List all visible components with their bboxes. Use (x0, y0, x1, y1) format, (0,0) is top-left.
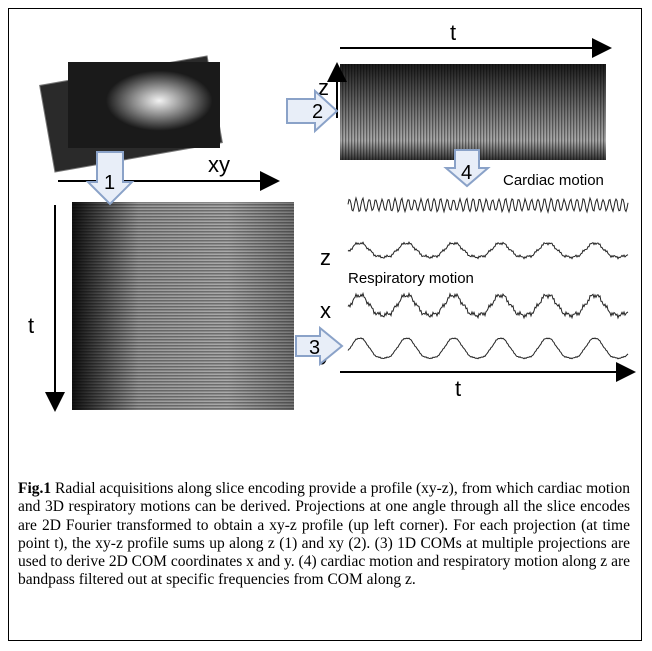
step-label: 3 (309, 337, 320, 359)
respiratory-label: Respiratory motion (348, 270, 474, 287)
z-axis-label: z (318, 75, 329, 100)
caption: Fig.1 Radial acquisitions along slice en… (18, 480, 630, 590)
step-arrow (295, 325, 344, 367)
top-t-label: t (450, 20, 456, 45)
bottom-t-label: t (455, 376, 461, 401)
step-arrow (286, 88, 339, 134)
figure: xy t 1 t z 2 4 Cardiac motion z Respirat… (28, 20, 636, 412)
cardiac-label: Cardiac motion (503, 172, 604, 189)
motion-traces (347, 196, 629, 360)
step-arrow (85, 151, 135, 206)
caption-label: Fig.1 (18, 480, 52, 497)
trace-label: z (320, 245, 331, 270)
step-arrow (443, 149, 491, 188)
xyz-profile-image (39, 55, 223, 173)
left-t-label: t (28, 313, 34, 338)
step-label: 1 (104, 172, 115, 194)
trace-label: x (320, 298, 331, 323)
motion-trace (347, 291, 629, 320)
z-projection-image (340, 64, 606, 160)
motion-trace (347, 337, 629, 360)
motion-trace (347, 241, 629, 260)
step-label: 2 (312, 101, 323, 123)
xy-axis-label: xy (208, 152, 230, 177)
motion-trace (347, 196, 629, 215)
figure-frame (8, 8, 642, 641)
caption-text: Radial acquisitions along slice encoding… (18, 480, 630, 589)
xy-projection-image (72, 202, 294, 410)
step-label: 4 (461, 162, 472, 184)
